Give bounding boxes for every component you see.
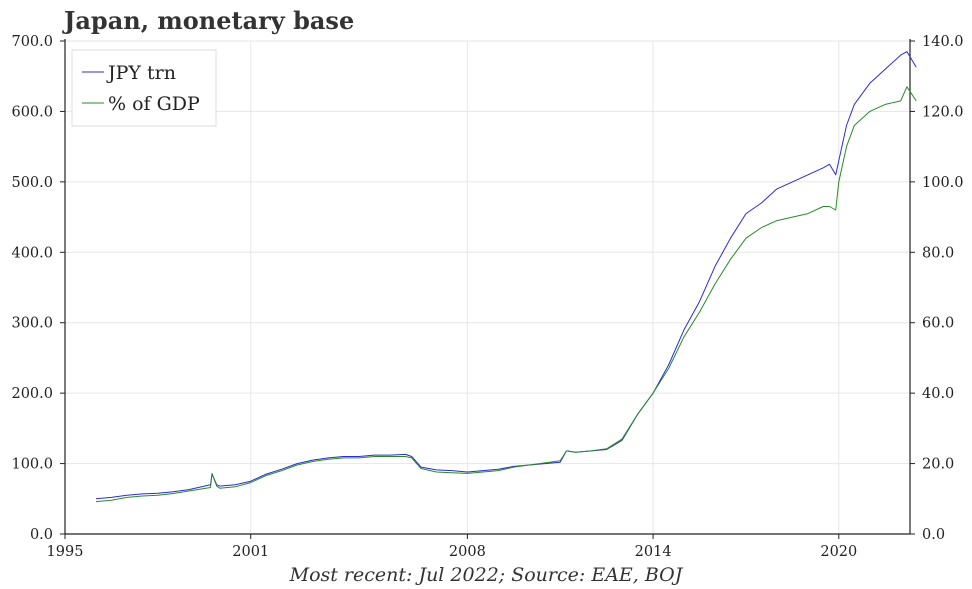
y-right-tick-label: 0.0 xyxy=(922,527,945,543)
series-line-jpy-trn xyxy=(95,51,917,500)
chart-footnote: Most recent: Jul 2022; Source: EAE, BOJ xyxy=(289,564,683,586)
x-tick-label: 2020 xyxy=(820,544,857,560)
legend: JPY trn % of GDP xyxy=(71,49,217,127)
y-left-tick-label: 300.0 xyxy=(11,316,53,332)
y-left-tick-label: 200.0 xyxy=(11,386,53,402)
legend-box xyxy=(71,49,217,127)
y-right-tick-label: 100.0 xyxy=(922,175,964,191)
x-tick-label: 1995 xyxy=(47,544,84,560)
y-right-tick-label: 40.0 xyxy=(922,386,954,402)
x-tick-label: 2008 xyxy=(449,544,486,560)
y-left-tick-label: 700.0 xyxy=(11,34,53,50)
axes: 0.0 0.0 100.0 20.0 200.0 40.0 300.0 60.0 400.0 80… xyxy=(11,34,963,560)
y-right-tick-label: 80.0 xyxy=(922,245,954,261)
y-left-tick-label: 400.0 xyxy=(11,245,53,261)
x-tick-label: 2014 xyxy=(635,544,672,560)
x-tick-label: 2001 xyxy=(232,544,269,560)
y-left-tick-label: 600.0 xyxy=(11,104,53,120)
y-left-tick-label: 0.0 xyxy=(30,527,53,543)
y-right-tick-label: 20.0 xyxy=(922,457,954,473)
legend-label: % of GDP xyxy=(108,93,200,115)
chart-title: Japan, monetary base xyxy=(64,6,355,35)
y-right-tick-label: 60.0 xyxy=(922,316,954,332)
y-left-tick-label: 500.0 xyxy=(11,175,53,191)
y-left-tick-label: 100.0 xyxy=(11,457,53,473)
y-right-tick-label: 120.0 xyxy=(922,104,964,120)
legend-label: JPY trn xyxy=(106,62,176,84)
series-lines xyxy=(95,51,917,503)
series-line-pct-of-gdp xyxy=(95,86,917,503)
y-right-tick-label: 140.0 xyxy=(922,34,964,50)
